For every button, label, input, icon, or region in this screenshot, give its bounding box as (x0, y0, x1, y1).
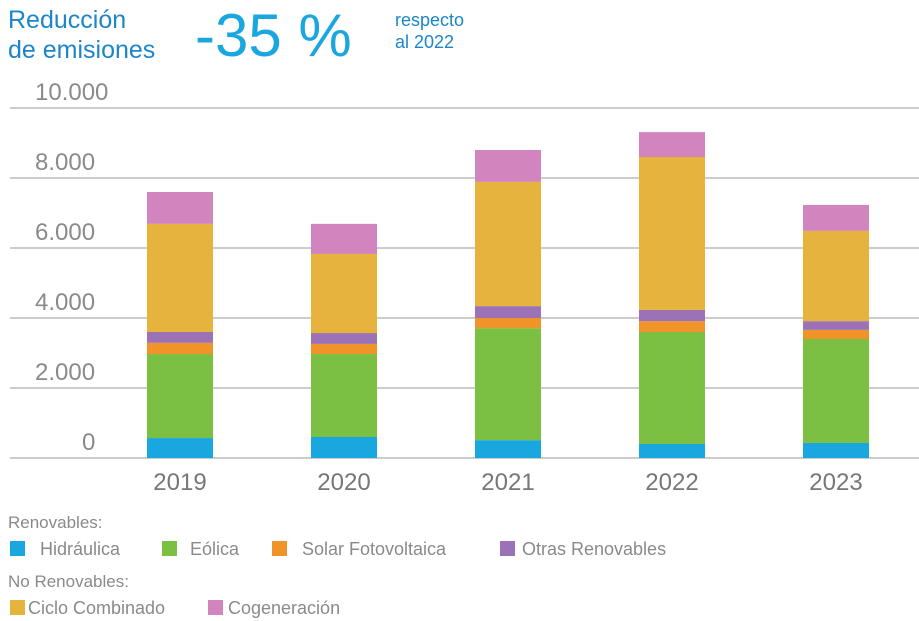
bar-segment (803, 321, 869, 330)
y-tick-label: 10.000 (35, 79, 108, 106)
legend-label: Hidráulica (40, 539, 121, 559)
legend-group-title: Renovables: (8, 513, 103, 532)
x-tick-label: 2020 (317, 469, 370, 496)
bar-segment (311, 253, 377, 334)
bar-segment (147, 342, 213, 355)
bar-segment (475, 181, 541, 307)
legend-label: Eólica (190, 539, 240, 559)
legend-swatch (500, 541, 515, 556)
x-tick-label: 2022 (645, 469, 698, 496)
bar-segment (639, 309, 705, 322)
legend-swatch (272, 541, 287, 556)
legend-swatch (208, 600, 223, 615)
y-tick-label: 8.000 (35, 149, 95, 176)
x-tick-label: 2019 (153, 469, 206, 496)
legend-swatch (162, 541, 177, 556)
bar-segment (803, 442, 869, 458)
title: Reducción (8, 6, 126, 34)
bar-segment (311, 333, 377, 344)
bar-segment (803, 230, 869, 322)
bar-segment (475, 440, 541, 458)
note: respecto (395, 10, 464, 30)
legend-group-title: No Renovables: (8, 572, 129, 591)
bar-segment (147, 438, 213, 458)
bar-segment (803, 204, 869, 231)
bar-segment (147, 354, 213, 439)
bar-segment (311, 223, 377, 254)
bar-segment (147, 332, 213, 343)
bar-segment (311, 343, 377, 355)
note: al 2022 (395, 32, 454, 52)
legend-label: Cogeneración (228, 598, 340, 618)
bar-segment (147, 192, 213, 224)
bar-segment (639, 132, 705, 157)
bar-segment (311, 354, 377, 437)
x-tick-label: 2021 (481, 469, 534, 496)
legend-swatch (10, 600, 25, 615)
bar-segment (311, 437, 377, 458)
bar-segment (639, 321, 705, 332)
bar-segment (803, 339, 869, 443)
title: de emisiones (8, 36, 155, 64)
x-tick-label: 2023 (809, 469, 862, 496)
bar-segment (475, 306, 541, 318)
y-tick-label: 2.000 (35, 359, 95, 386)
y-tick-label: 4.000 (35, 289, 95, 316)
y-tick-label: 0 (82, 429, 95, 456)
legend-label: Solar Fotovoltaica (302, 539, 447, 559)
legend-swatch (10, 541, 25, 556)
bar-segment (639, 332, 705, 444)
bar-segment (475, 318, 541, 329)
highlight: -35 % (195, 2, 352, 69)
bar-segment (475, 150, 541, 182)
bar-segment (475, 328, 541, 441)
y-tick-label: 6.000 (35, 219, 95, 246)
bar-segment (639, 444, 705, 458)
bar-segment (147, 223, 213, 332)
legend-label: Otras Renovables (522, 539, 666, 559)
bar-segment (803, 329, 869, 339)
bar-segment (639, 157, 705, 310)
legend-label: Ciclo Combinado (28, 598, 165, 618)
